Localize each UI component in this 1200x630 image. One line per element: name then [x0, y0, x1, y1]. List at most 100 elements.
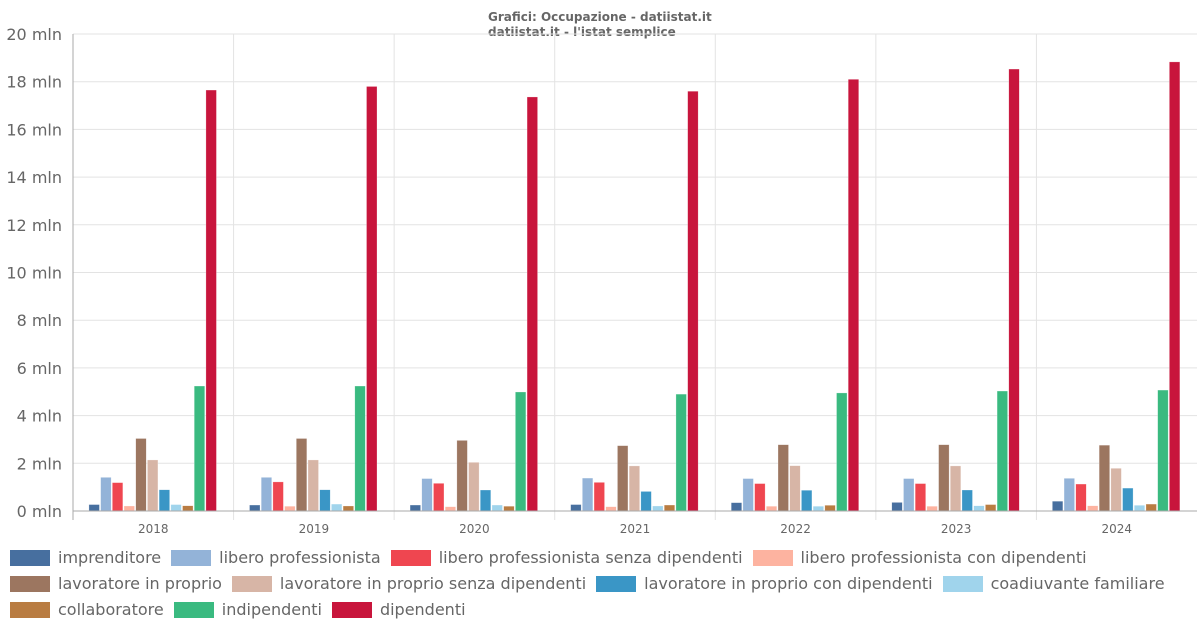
- bar-imprenditore-2021: [570, 504, 582, 512]
- legend-item[interactable]: indipendenti: [173, 600, 322, 619]
- x-tick-label: 2020: [459, 522, 490, 536]
- bar-dipendenti-2021: [687, 90, 699, 512]
- bar-libero-professionista-2019: [260, 477, 272, 512]
- bar-collaboratore-2020: [503, 505, 515, 512]
- legend-swatch: [10, 575, 50, 592]
- x-tick-label: 2019: [299, 522, 330, 536]
- plot-area: 0 mln 2 mln 4 mln 6 mln 8 mln 10 mln 12 mln 14 …: [6, 25, 1197, 536]
- legend-swatch: [596, 575, 637, 592]
- bar-libero-professionista-con-dipendenti-2020: [444, 506, 456, 512]
- bar-dipendenti-2022: [847, 79, 859, 512]
- bar-indipendenti-2018: [193, 385, 205, 512]
- bar-libero-professionista-con-dipendenti-2024: [1087, 505, 1099, 512]
- bar-libero-professionista-con-dipendenti-2019: [284, 505, 296, 512]
- bar-indipendenti-2021: [675, 393, 687, 512]
- bar-lavoratore-in-proprio-senza-dipendenti-2019: [307, 459, 319, 512]
- y-tick-label: 0 mln: [17, 502, 62, 521]
- bar-libero-professionista-2021: [582, 477, 594, 512]
- chart-title-block: Grafici: Occupazione - datiistat.it dati…: [488, 10, 712, 40]
- y-tick-label: 14 mln: [6, 168, 62, 187]
- legend-label: lavoratore in proprio con dipendenti: [644, 574, 933, 593]
- bar-lavoratore-in-proprio-con-dipendenti-2018: [158, 489, 170, 512]
- bar-lavoratore-in-proprio-con-dipendenti-2021: [640, 491, 652, 512]
- y-tick-label: 16 mln: [6, 120, 62, 139]
- bar-collaboratore-2024: [1145, 503, 1157, 512]
- legend-item[interactable]: imprenditore: [10, 548, 162, 567]
- bar-coadiuvante-familiare-2024: [1134, 505, 1146, 512]
- y-tick-label: 6 mln: [17, 359, 62, 378]
- bar-coadiuvante-familiare-2019: [331, 503, 343, 512]
- bar-dipendenti-2018: [205, 89, 217, 512]
- bar-libero-professionista-senza-dipendenti-2018: [112, 482, 124, 512]
- bar-collaboratore-2022: [824, 505, 836, 512]
- bar-coadiuvante-familiare-2018: [170, 504, 182, 512]
- bar-collaboratore-2021: [664, 504, 675, 512]
- bar-libero-professionista-senza-dipendenti-2022: [754, 483, 766, 512]
- legend: imprenditore libero professionista libero …: [10, 548, 1195, 619]
- bar-libero-professionista-2022: [742, 478, 754, 512]
- bar-libero-professionista-senza-dipendenti-2020: [433, 483, 445, 512]
- bar-lavoratore-in-proprio-senza-dipendenti-2024: [1110, 468, 1122, 512]
- y-tick-label: 10 mln: [6, 264, 62, 283]
- bar-coadiuvante-familiare-2021: [652, 505, 664, 512]
- bar-imprenditore-2018: [88, 504, 100, 512]
- legend-swatch: [173, 601, 214, 618]
- bar-lavoratore-in-proprio-senza-dipendenti-2023: [950, 465, 962, 512]
- legend-label: libero professionista con dipendenti: [800, 548, 1087, 567]
- y-tick-label: 20 mln: [6, 25, 62, 44]
- bar-coadiuvante-familiare-2023: [973, 505, 985, 512]
- bar-indipendenti-2022: [836, 392, 848, 512]
- legend-item[interactable]: libero professionista senza dipendenti: [390, 548, 743, 567]
- bar-libero-professionista-senza-dipendenti-2023: [914, 483, 926, 512]
- bar-lavoratore-in-proprio-con-dipendenti-2023: [961, 489, 973, 512]
- bar-lavoratore-in-proprio-con-dipendenti-2022: [801, 490, 813, 512]
- legend-label: imprenditore: [58, 548, 162, 567]
- legend-label: libero professionista senza dipendenti: [438, 548, 743, 567]
- legend-item[interactable]: collaboratore: [10, 600, 164, 619]
- bar-indipendenti-2019: [354, 385, 366, 512]
- bar-collaboratore-2023: [985, 504, 997, 512]
- bar-lavoratore-in-proprio-2021: [617, 445, 629, 512]
- legend-swatch: [171, 549, 212, 566]
- legend-item[interactable]: dipendenti: [331, 600, 466, 619]
- x-tick-label: 2024: [1101, 522, 1132, 536]
- legend-label: indipendenti: [221, 600, 322, 619]
- bar-libero-professionista-senza-dipendenti-2024: [1075, 483, 1087, 512]
- bar-dipendenti-2020: [526, 96, 538, 512]
- bar-lavoratore-in-proprio-2024: [1098, 444, 1110, 512]
- legend-swatch: [331, 601, 372, 618]
- y-tick-label: 18 mln: [6, 73, 62, 92]
- legend-item[interactable]: libero professionista: [171, 548, 381, 567]
- chart-subtitle: datiistat.it - l'istat semplice: [488, 25, 676, 39]
- legend-item[interactable]: lavoratore in proprio senza dipendenti: [231, 574, 586, 593]
- bar-libero-professionista-senza-dipendenti-2019: [272, 481, 284, 512]
- legend-item[interactable]: lavoratore in proprio con dipendenti: [596, 574, 933, 593]
- bar-indipendenti-2020: [515, 391, 527, 512]
- bar-libero-professionista-2024: [1063, 478, 1075, 512]
- legend-item[interactable]: libero professionista con dipendenti: [752, 548, 1087, 567]
- bar-lavoratore-in-proprio-senza-dipendenti-2021: [628, 465, 640, 512]
- legend-label: collaboratore: [58, 600, 164, 619]
- bar-dipendenti-2023: [1008, 68, 1020, 512]
- legend-swatch: [752, 549, 793, 566]
- bar-dipendenti-2024: [1169, 61, 1181, 512]
- y-tick-label: 2 mln: [17, 454, 62, 473]
- x-tick-label: 2021: [620, 522, 651, 536]
- bar-libero-professionista-con-dipendenti-2021: [605, 506, 617, 512]
- bar-libero-professionista-con-dipendenti-2018: [123, 505, 135, 512]
- legend-item[interactable]: lavoratore in proprio: [10, 574, 222, 593]
- bar-coadiuvante-familiare-2020: [491, 504, 503, 512]
- bar-imprenditore-2019: [249, 504, 261, 512]
- bar-lavoratore-in-proprio-2019: [296, 438, 308, 512]
- bar-collaboratore-2019: [342, 505, 354, 512]
- legend-label: coadiuvante familiare: [990, 574, 1165, 593]
- legend-label: lavoratore in proprio: [58, 574, 222, 593]
- legend-item[interactable]: coadiuvante familiare: [942, 574, 1165, 593]
- bar-coadiuvante-familiare-2022: [812, 505, 824, 512]
- bar-imprenditore-2023: [891, 502, 903, 512]
- legend-swatch: [942, 575, 983, 592]
- bar-collaboratore-2018: [182, 505, 194, 512]
- bar-lavoratore-in-proprio-2018: [135, 438, 147, 512]
- bar-lavoratore-in-proprio-con-dipendenti-2024: [1122, 487, 1134, 512]
